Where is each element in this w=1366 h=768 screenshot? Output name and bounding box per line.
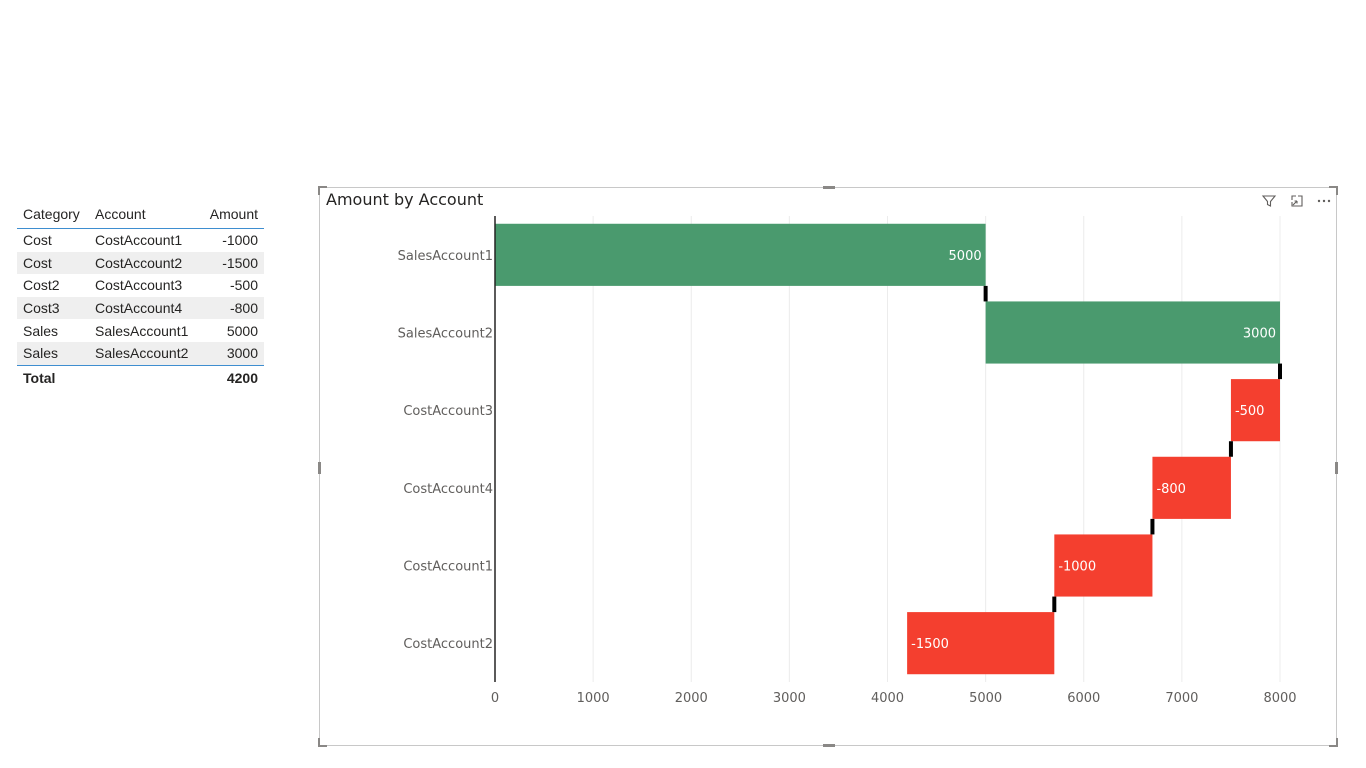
- column-header-account[interactable]: Account: [89, 200, 197, 229]
- cell-category: Cost3: [17, 296, 89, 320]
- y-category-label: CostAccount3: [403, 404, 493, 419]
- total-label: Total: [17, 364, 89, 390]
- table-row[interactable]: Sales SalesAccount1 5000: [17, 319, 264, 342]
- data-label: -800: [1156, 482, 1186, 497]
- resize-handle-left[interactable]: [318, 462, 321, 474]
- table-row[interactable]: Sales SalesAccount2 3000: [17, 341, 264, 366]
- accounts-table: Category Account Amount Cost CostAccount…: [17, 200, 264, 390]
- column-header-amount[interactable]: Amount: [197, 200, 264, 229]
- chart-title: Amount by Account: [326, 190, 484, 209]
- waterfall-bar: [1054, 534, 1153, 597]
- cell-amount: -800: [197, 296, 264, 320]
- table-total-row: Total 4200: [17, 364, 264, 390]
- x-tick-label: 8000: [1263, 691, 1296, 706]
- table-header-row: Category Account Amount: [17, 200, 264, 229]
- resize-corner-bottom-right[interactable]: [1329, 738, 1338, 747]
- cell-account: CostAccount4: [89, 296, 197, 320]
- x-tick-label: 3000: [773, 691, 806, 706]
- more-options-icon[interactable]: [1315, 193, 1333, 211]
- cell-account: CostAccount2: [89, 251, 197, 275]
- cell-amount: -500: [229, 277, 258, 294]
- y-category-label: CostAccount1: [403, 560, 493, 575]
- waterfall-bar: [985, 301, 1280, 364]
- x-tick-label: 7000: [1165, 691, 1198, 706]
- x-tick-label: 6000: [1067, 691, 1100, 706]
- resize-handle-right[interactable]: [1335, 462, 1338, 474]
- waterfall-bar: [907, 612, 1055, 675]
- resize-handle-bottom[interactable]: [823, 744, 835, 747]
- chart-canvas: 0 1000 2000 3000 4000 5000 6000 7000 8000 SalesAc…: [398, 216, 1297, 706]
- cell-amount: -1500: [197, 251, 264, 275]
- cell-amount: 3000: [197, 341, 264, 366]
- cell-account: CostAccount3: [95, 277, 183, 294]
- data-label: -1500: [911, 637, 949, 652]
- x-tick-label: 4000: [871, 691, 904, 706]
- x-tick-label: 1000: [577, 691, 610, 706]
- data-label: -1000: [1058, 560, 1096, 575]
- y-category-label: CostAccount2: [403, 637, 493, 652]
- cell-category: Sales: [23, 322, 59, 339]
- table-row[interactable]: Cost2 CostAccount3 -500: [17, 274, 264, 297]
- cell-amount: -1000: [222, 232, 258, 249]
- resize-corner-top-left[interactable]: [318, 186, 327, 195]
- x-tick-label: 0: [491, 691, 499, 706]
- table-row[interactable]: Cost3 CostAccount4 -800: [17, 296, 264, 320]
- waterfall-bar: [1230, 379, 1280, 442]
- y-category-label: SalesAccount1: [398, 249, 493, 264]
- resize-corner-top-right[interactable]: [1329, 186, 1338, 195]
- filter-icon[interactable]: [1260, 193, 1278, 211]
- table-visual[interactable]: Category Account Amount Cost CostAccount…: [17, 200, 264, 390]
- data-label: 3000: [1243, 327, 1276, 342]
- table-row[interactable]: Cost CostAccount1 -1000: [17, 229, 264, 252]
- resize-handle-top[interactable]: [823, 186, 835, 189]
- cell-amount: 5000: [226, 322, 258, 339]
- y-category-label: SalesAccount2: [398, 327, 493, 342]
- cell-account: CostAccount1: [95, 232, 183, 249]
- total-value: 4200: [197, 364, 264, 390]
- column-header-category[interactable]: Category: [17, 200, 89, 229]
- data-label: 5000: [949, 249, 982, 264]
- cell-category: Cost2: [23, 277, 60, 294]
- x-tick-label: 2000: [675, 691, 708, 706]
- total-spacer: [89, 364, 197, 390]
- cell-account: SalesAccount2: [89, 341, 197, 366]
- waterfall-bar: [1152, 456, 1231, 519]
- focus-mode-icon[interactable]: [1288, 193, 1306, 211]
- cell-category: Cost: [17, 251, 89, 275]
- waterfall-chart-visual[interactable]: 0 1000 2000 3000 4000 5000 6000 7000 8000 SalesAc…: [318, 186, 1338, 747]
- y-category-label: CostAccount4: [403, 482, 493, 497]
- cell-category: Cost: [23, 232, 52, 249]
- cell-account: SalesAccount1: [95, 322, 189, 339]
- data-label: -500: [1235, 404, 1265, 419]
- x-tick-label: 5000: [969, 691, 1002, 706]
- cell-category: Sales: [17, 341, 89, 366]
- waterfall-bar: [495, 223, 986, 286]
- resize-corner-bottom-left[interactable]: [318, 738, 327, 747]
- table-row[interactable]: Cost CostAccount2 -1500: [17, 251, 264, 275]
